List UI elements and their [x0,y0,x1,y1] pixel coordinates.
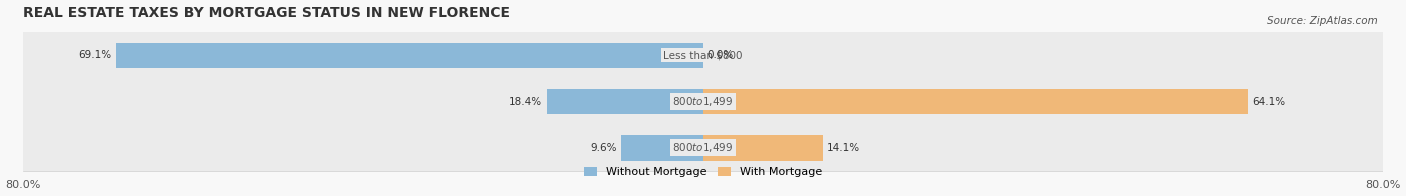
Text: 64.1%: 64.1% [1251,97,1285,107]
Bar [24,125,1382,171]
Text: 14.1%: 14.1% [827,143,860,153]
Text: Source: ZipAtlas.com: Source: ZipAtlas.com [1267,16,1378,26]
Bar [547,89,703,114]
Bar [115,43,703,68]
Bar [703,89,1247,114]
Bar [621,135,703,161]
Legend: Without Mortgage, With Mortgage: Without Mortgage, With Mortgage [583,167,823,177]
Bar [24,79,1382,125]
Text: 18.4%: 18.4% [509,97,543,107]
Bar [24,32,1382,79]
Bar [703,135,823,161]
Text: $800 to $1,499: $800 to $1,499 [672,95,734,108]
Text: 9.6%: 9.6% [591,143,617,153]
Text: 0.0%: 0.0% [707,50,734,60]
Text: Less than $800: Less than $800 [664,50,742,60]
Text: $800 to $1,499: $800 to $1,499 [672,141,734,154]
Text: 69.1%: 69.1% [79,50,111,60]
Text: REAL ESTATE TAXES BY MORTGAGE STATUS IN NEW FLORENCE: REAL ESTATE TAXES BY MORTGAGE STATUS IN … [24,5,510,20]
